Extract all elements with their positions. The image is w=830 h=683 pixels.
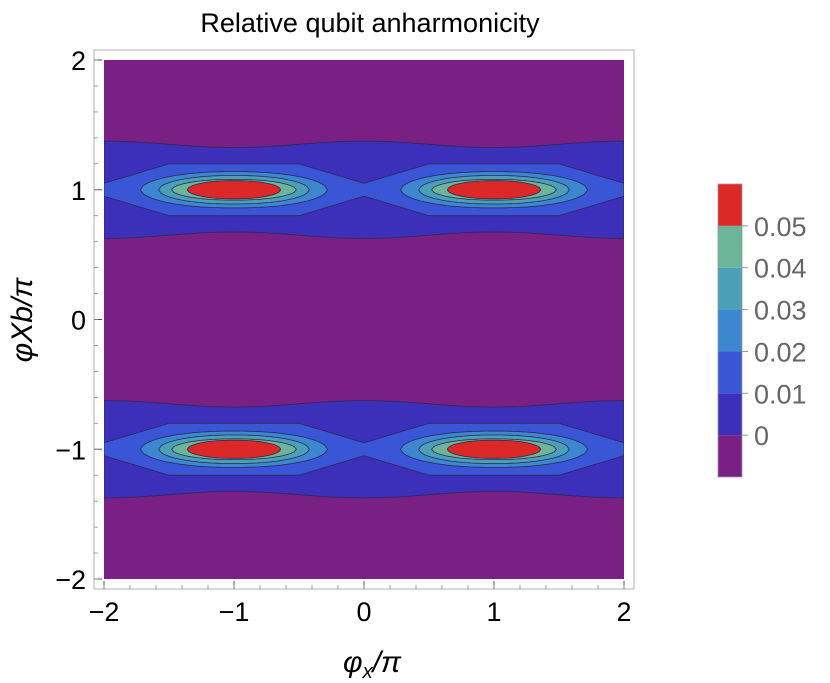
colorbar-label: 0.01 [754, 379, 807, 409]
colorbar-segment [718, 309, 742, 352]
x-tick-label: 2 [616, 597, 631, 627]
y-axis-label: φXb/π [6, 277, 39, 363]
y-tick-label: −2 [55, 565, 86, 595]
contour-bands [104, 140, 624, 499]
x-axis-label: φx/π [343, 646, 402, 683]
colorbar-frame [717, 183, 743, 478]
y-tick-label: 1 [71, 176, 86, 206]
svg-text:φx/π: φx/π [343, 646, 402, 683]
x-tick-label: −2 [89, 597, 120, 627]
colorbar-segment [718, 267, 742, 310]
plot-background [104, 60, 624, 579]
colorbar: 0 0.01 0.02 0.03 0.04 0.05 [717, 183, 807, 478]
colorbar-label: 0.03 [754, 296, 807, 326]
contour-band [186, 439, 282, 459]
colorbar-segment [718, 435, 742, 477]
colorbar-label: 0.05 [754, 212, 807, 242]
colorbar-label: 0.02 [754, 337, 807, 367]
y-tick-label: 0 [71, 306, 86, 336]
x-tick-label: 0 [356, 597, 371, 627]
colorbar-segment [718, 184, 742, 226]
x-axis-ticks: −2 −1 0 1 2 [89, 581, 632, 627]
x-tick-label: 1 [486, 597, 501, 627]
colorbar-segment [718, 393, 742, 436]
contour-band [446, 439, 542, 459]
colorbar-segment [718, 225, 742, 268]
colorbar-label: 0.04 [754, 254, 807, 284]
svg-text:φXb/π: φXb/π [6, 277, 39, 363]
y-tick-label: 2 [71, 46, 86, 76]
x-tick-label: −1 [219, 597, 250, 627]
colorbar-segment [718, 351, 742, 394]
colorbar-label: 0 [754, 421, 769, 451]
chart-title: Relative qubit anharmonicity [200, 8, 540, 38]
y-axis-ticks: −2 −1 0 1 2 [55, 46, 102, 595]
contour-band [186, 180, 282, 200]
contour-band [446, 180, 542, 200]
y-tick-label: −1 [55, 435, 86, 465]
